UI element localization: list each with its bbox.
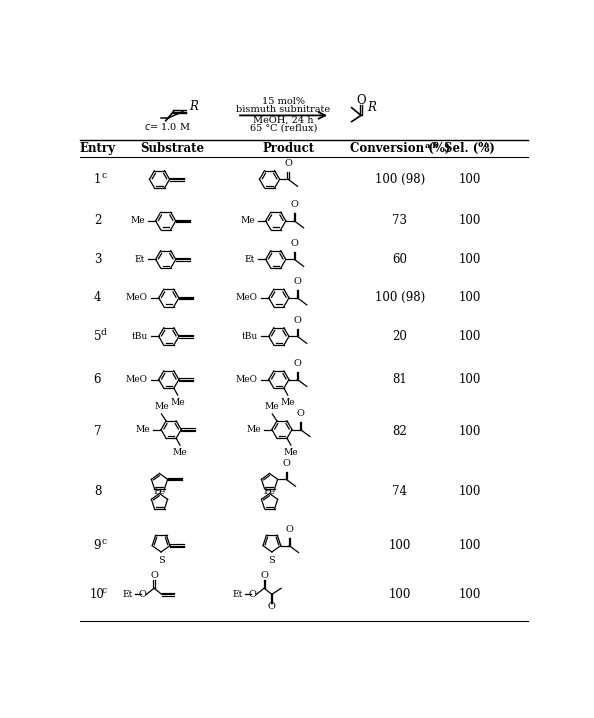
Text: Et: Et xyxy=(134,255,145,264)
Text: 81: 81 xyxy=(393,373,407,386)
Text: 9: 9 xyxy=(94,539,101,552)
Text: 100: 100 xyxy=(459,292,481,304)
Text: Me: Me xyxy=(173,448,187,457)
Text: 74: 74 xyxy=(392,485,407,498)
Text: Substrate: Substrate xyxy=(141,142,205,155)
Text: a: a xyxy=(484,141,489,149)
Text: Me: Me xyxy=(240,216,255,225)
Text: MeO: MeO xyxy=(126,294,148,302)
Text: Me: Me xyxy=(170,398,185,407)
Text: 4: 4 xyxy=(94,292,101,304)
Text: 65 °C (reflux): 65 °C (reflux) xyxy=(250,123,317,132)
Text: O: O xyxy=(248,590,257,599)
Text: 100: 100 xyxy=(459,588,481,601)
Text: Et: Et xyxy=(233,590,243,599)
Text: O: O xyxy=(284,159,292,168)
Text: O: O xyxy=(282,459,290,467)
Text: 10: 10 xyxy=(90,588,105,601)
Text: 3: 3 xyxy=(94,253,101,266)
Text: Me: Me xyxy=(135,425,150,434)
Text: 100: 100 xyxy=(459,373,481,386)
Text: Entry: Entry xyxy=(80,142,115,155)
Text: 82: 82 xyxy=(393,424,407,437)
Text: O: O xyxy=(293,316,301,325)
Text: Me: Me xyxy=(283,448,298,457)
Text: S: S xyxy=(268,556,275,565)
Text: $c$= 1.0 M: $c$= 1.0 M xyxy=(144,121,191,132)
Text: 100: 100 xyxy=(459,330,481,343)
Text: 100: 100 xyxy=(459,253,481,266)
Text: O: O xyxy=(290,200,298,210)
Text: 1: 1 xyxy=(94,173,101,186)
Text: a,b: a,b xyxy=(425,141,440,149)
Text: Et: Et xyxy=(123,590,133,599)
Text: 8: 8 xyxy=(94,485,101,498)
Text: O: O xyxy=(138,590,146,599)
Text: 60: 60 xyxy=(392,253,407,266)
Text: O: O xyxy=(268,602,276,611)
Text: Fe: Fe xyxy=(153,488,166,496)
Text: R: R xyxy=(367,101,376,114)
Text: tBu: tBu xyxy=(132,332,148,341)
Text: O: O xyxy=(293,359,301,368)
Text: c: c xyxy=(101,538,106,546)
Text: Et: Et xyxy=(245,255,255,264)
Text: 100: 100 xyxy=(459,173,481,186)
Text: 100 (98): 100 (98) xyxy=(375,292,425,304)
Text: MeO: MeO xyxy=(236,375,258,384)
Text: Product: Product xyxy=(263,142,315,155)
Text: R: R xyxy=(189,101,198,113)
Text: Me: Me xyxy=(280,398,295,407)
Text: 73: 73 xyxy=(392,215,407,228)
Text: O: O xyxy=(293,277,301,286)
Text: O: O xyxy=(260,572,268,580)
Text: O: O xyxy=(150,572,158,580)
Text: 6: 6 xyxy=(94,373,101,386)
Text: O: O xyxy=(290,239,298,248)
Text: MeO: MeO xyxy=(126,375,148,384)
Text: S: S xyxy=(157,556,165,565)
Text: 15 mol%: 15 mol% xyxy=(262,97,305,106)
Text: d: d xyxy=(101,328,106,337)
Text: Me: Me xyxy=(265,402,280,411)
Text: Fe: Fe xyxy=(264,488,276,496)
Text: bismuth subnitrate: bismuth subnitrate xyxy=(236,105,331,113)
Text: 20: 20 xyxy=(392,330,407,343)
Text: O: O xyxy=(356,93,366,106)
Text: Conversion (%): Conversion (%) xyxy=(349,142,450,155)
Text: 100 (98): 100 (98) xyxy=(375,173,425,186)
Text: tBu: tBu xyxy=(242,332,258,341)
Text: MeO: MeO xyxy=(236,294,258,302)
Text: c: c xyxy=(101,171,106,180)
Text: 100: 100 xyxy=(388,539,411,552)
Text: 7: 7 xyxy=(94,424,101,437)
Text: Me: Me xyxy=(154,402,169,411)
Text: 100: 100 xyxy=(459,485,481,498)
Text: Me: Me xyxy=(247,425,261,434)
Text: 100: 100 xyxy=(388,588,411,601)
Text: 100: 100 xyxy=(459,215,481,228)
Text: O: O xyxy=(285,525,293,534)
Text: 100: 100 xyxy=(459,539,481,552)
Text: 2: 2 xyxy=(94,215,101,228)
Text: c: c xyxy=(101,586,106,595)
Text: O: O xyxy=(296,409,305,418)
Text: 100: 100 xyxy=(459,424,481,437)
Text: MeOH, 24 h: MeOH, 24 h xyxy=(253,116,314,124)
Text: Me: Me xyxy=(130,216,145,225)
Text: 5: 5 xyxy=(94,330,101,343)
Text: Sel. (%): Sel. (%) xyxy=(444,142,495,155)
